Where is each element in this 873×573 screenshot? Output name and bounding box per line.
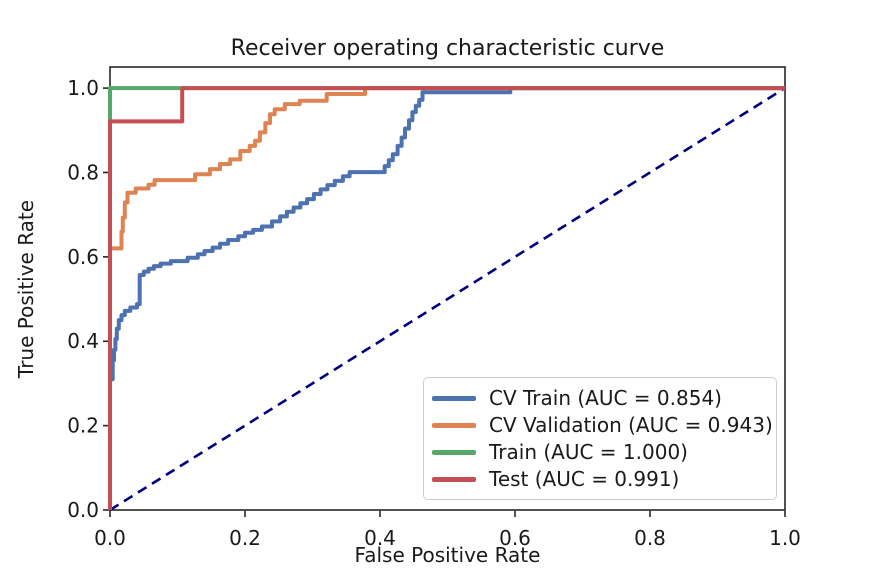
legend-item-test: Test (AUC = 0.991) <box>432 466 766 492</box>
x-tick-label: 0.0 <box>94 526 126 550</box>
legend-label-train: Train (AUC = 1.000) <box>489 440 688 464</box>
x-axis-label: False Positive Rate <box>354 543 541 567</box>
x-tick-label: 0.4 <box>364 526 396 550</box>
legend-swatch-cv-train <box>432 395 476 401</box>
roc-curve-cv-validation <box>108 86 785 510</box>
legend-swatch-test <box>432 476 476 482</box>
legend-item-train: Train (AUC = 1.000) <box>432 439 766 465</box>
x-tick-label: 1.0 <box>769 526 801 550</box>
legend-item-cv-validation: CV Validation (AUC = 0.943) <box>432 412 773 438</box>
roc-curve-cv-train <box>108 86 785 510</box>
legend-item-cv-train: CV Train (AUC = 0.854) <box>432 385 766 411</box>
y-tick-label: 0.6 <box>67 245 99 269</box>
legend-swatch-cv-validation <box>432 422 476 428</box>
y-tick-label: 0.2 <box>67 414 99 438</box>
x-tick-label: 0.6 <box>499 526 531 550</box>
x-tick-label: 0.2 <box>229 526 261 550</box>
legend-label-cv-train: CV Train (AUC = 0.854) <box>489 386 722 410</box>
legend-swatch-train <box>432 449 476 455</box>
chart-title: Receiver operating characteristic curve <box>230 36 665 61</box>
y-tick-label: 1.0 <box>67 76 99 100</box>
legend-label-test: Test (AUC = 0.991) <box>489 467 680 491</box>
chance-diagonal <box>109 86 786 512</box>
roc-curve-test <box>108 86 785 510</box>
y-tick-label: 0.8 <box>67 160 99 184</box>
x-tick-label: 0.8 <box>634 526 666 550</box>
y-axis-label: True Positive Rate <box>14 199 38 379</box>
legend: CV Train (AUC = 0.854) CV Validation (AU… <box>423 377 777 500</box>
y-tick-label: 0.0 <box>67 498 99 522</box>
legend-label-cv-validation: CV Validation (AUC = 0.943) <box>489 413 773 437</box>
y-tick-label: 0.4 <box>67 329 99 353</box>
